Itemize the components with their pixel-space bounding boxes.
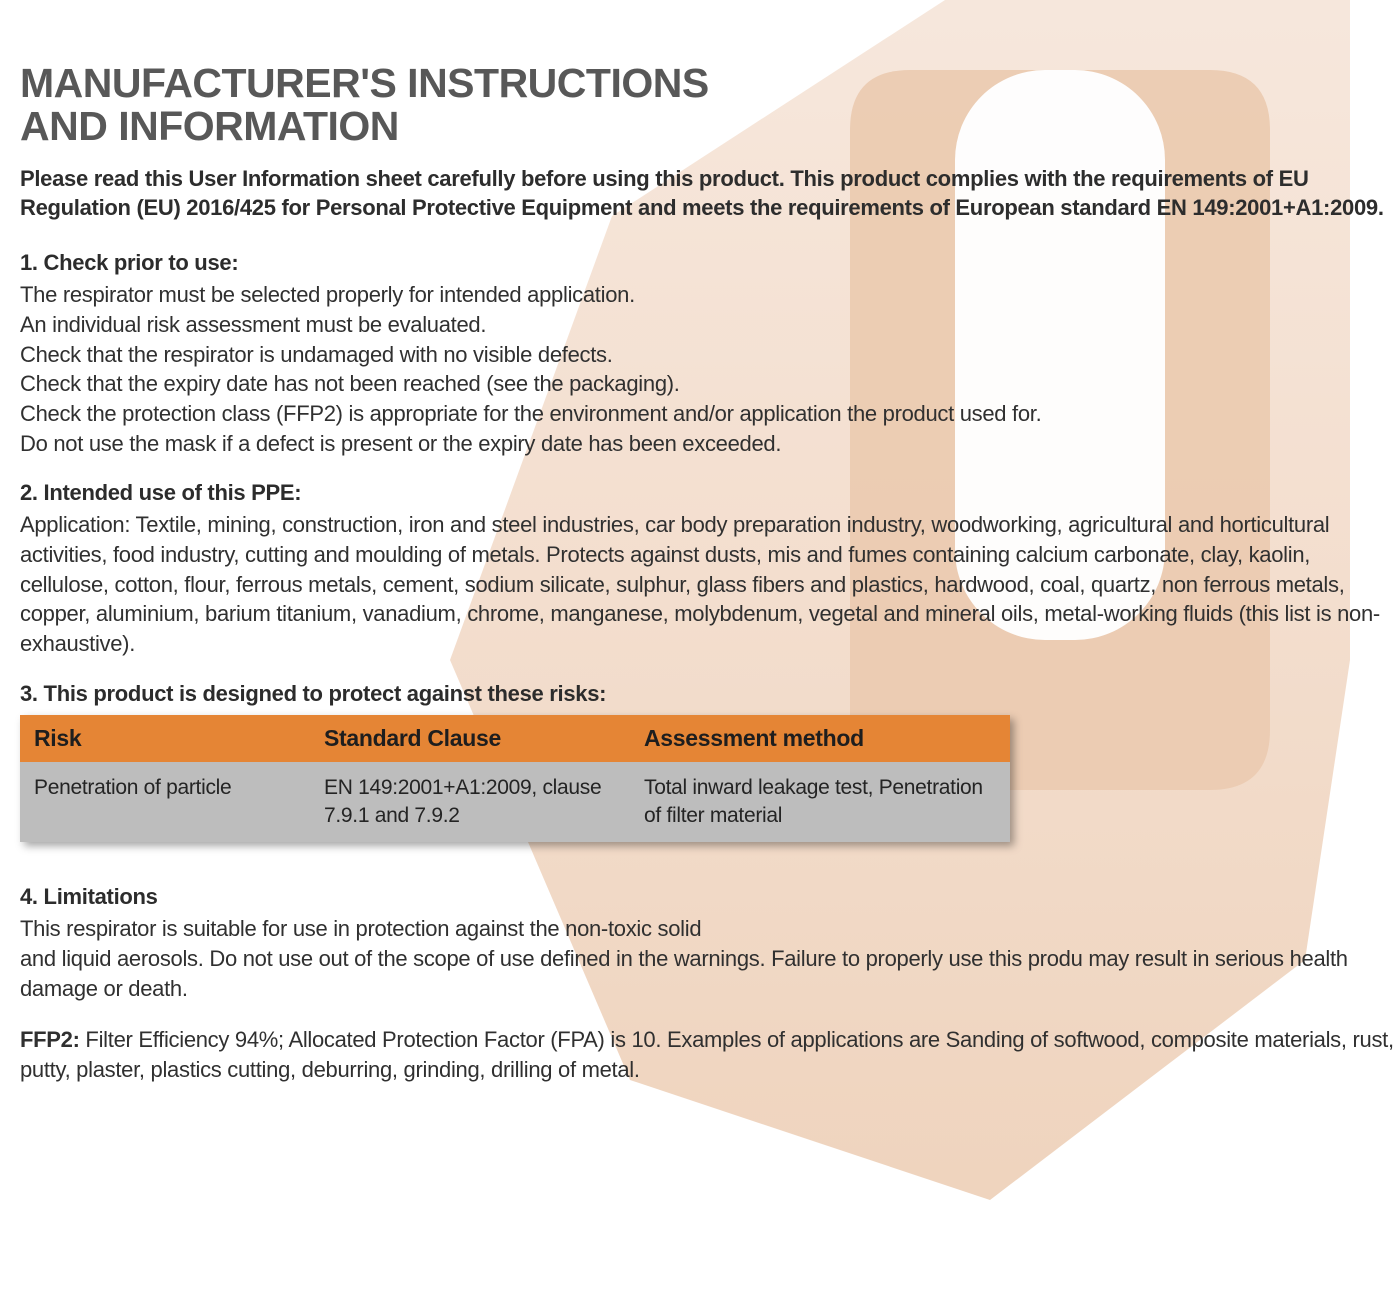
section-3: 3. This product is designed to protect a… — [20, 681, 1400, 843]
table-cell-risk: Penetration of particle — [20, 762, 310, 843]
ffp2-text: Filter Efficiency 94%; Allocated Protect… — [20, 1027, 1394, 1082]
document-content: MANUFACTURER'S INSTRUCTIONS AND INFORMAT… — [0, 0, 1400, 1085]
page-title: MANUFACTURER'S INSTRUCTIONS AND INFORMAT… — [20, 62, 1400, 148]
title-line-1: MANUFACTURER'S INSTRUCTIONS — [20, 60, 709, 106]
section-2-body: Application: Textile, mining, constructi… — [20, 510, 1400, 658]
section-1-body: The respirator must be selected properly… — [20, 280, 1400, 458]
section-4-heading: 4. Limitations — [20, 884, 1400, 910]
table-header-risk: Risk — [20, 715, 310, 762]
table-header-clause: Standard Clause — [310, 715, 630, 762]
section-2-heading: 2. Intended use of this PPE: — [20, 480, 1400, 506]
section-2: 2. Intended use of this PPE: Application… — [20, 480, 1400, 658]
table-cell-method: Total inward leakage test, Penetration o… — [630, 762, 1010, 843]
ffp2-label: FFP2: — [20, 1027, 80, 1052]
section-1-heading: 1. Check prior to use: — [20, 250, 1400, 276]
section-4: 4. Limitations This respirator is suitab… — [20, 884, 1400, 1003]
table-header-row: Risk Standard Clause Assessment method — [20, 715, 1010, 762]
table-header-method: Assessment method — [630, 715, 1010, 762]
ffp2-paragraph: FFP2: Filter Efficiency 94%; Allocated P… — [20, 1025, 1400, 1084]
title-line-2: AND INFORMATION — [20, 103, 399, 149]
section-3-heading: 3. This product is designed to protect a… — [20, 681, 1400, 707]
section-1: 1. Check prior to use: The respirator mu… — [20, 250, 1400, 458]
intro-paragraph: Please read this User Information sheet … — [20, 164, 1400, 222]
risks-table: Risk Standard Clause Assessment method P… — [20, 715, 1010, 843]
table-row: Penetration of particle EN 149:2001+A1:2… — [20, 762, 1010, 843]
table-cell-clause: EN 149:2001+A1:2009, clause 7.9.1 and 7.… — [310, 762, 630, 843]
section-4-body: This respirator is suitable for use in p… — [20, 914, 1400, 1003]
